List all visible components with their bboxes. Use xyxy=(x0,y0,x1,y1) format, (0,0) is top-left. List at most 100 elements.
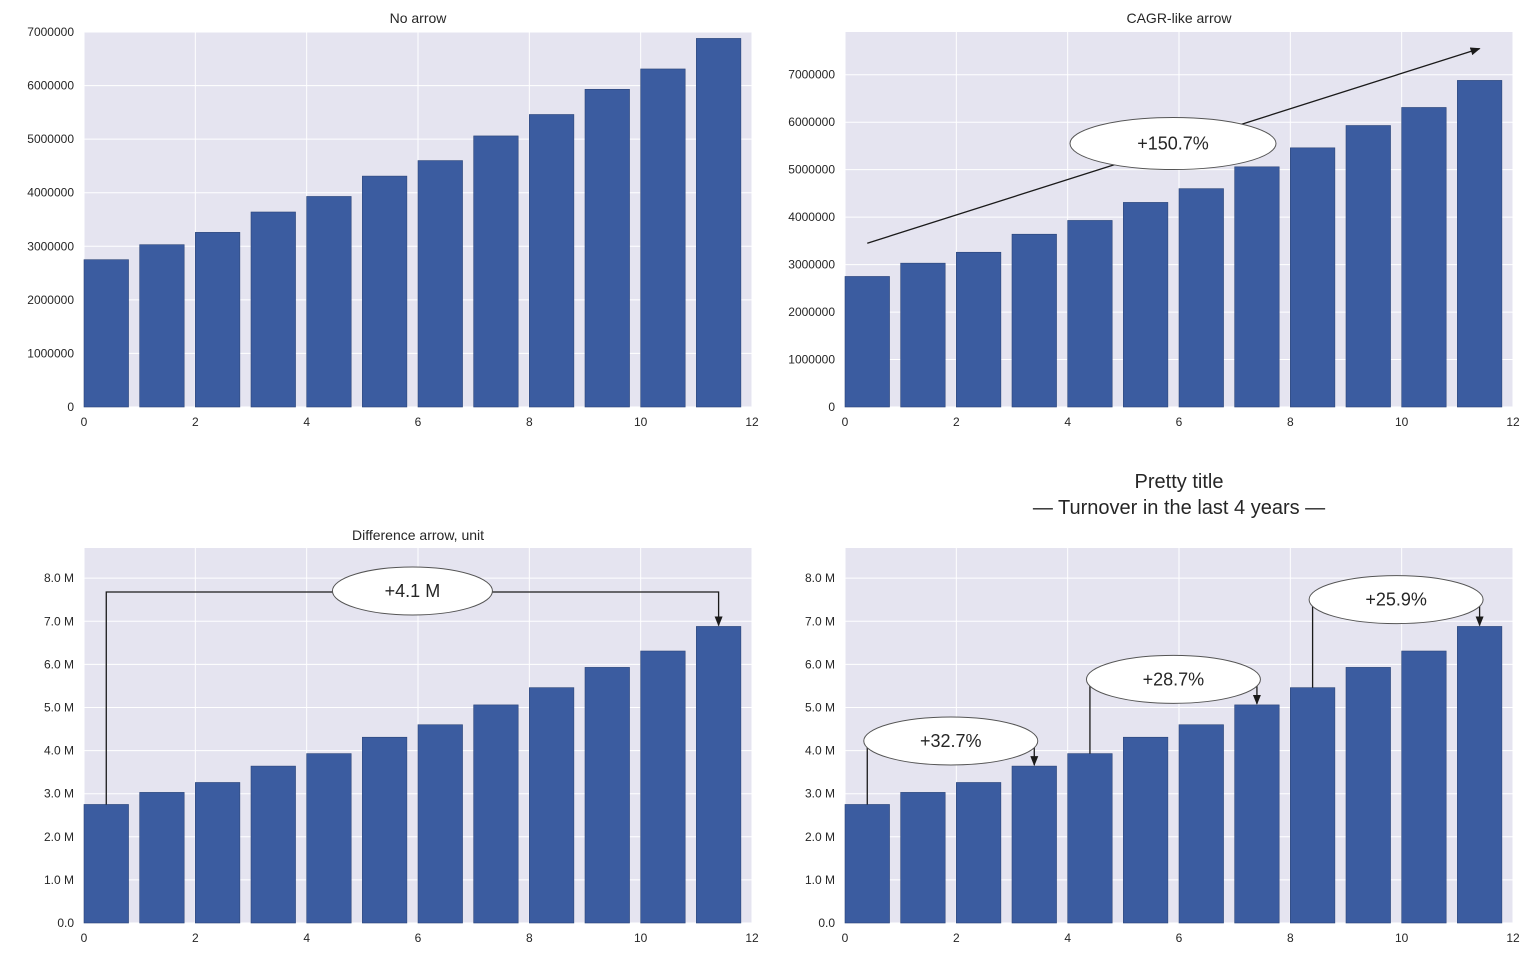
y-tick-label: 0 xyxy=(67,400,74,414)
y-tick-label: 4000000 xyxy=(788,210,835,224)
y-tick-label: 2.0 M xyxy=(805,830,835,844)
bar xyxy=(306,753,352,924)
bar xyxy=(195,232,241,408)
chart-pretty-title: 0 2 4 6 8 10 12 0.0 1.0 M 2.0 M 3.0 M 4.0 M 5.0 M 6.0… xyxy=(805,471,1520,945)
y-tick-label: 0.0 xyxy=(818,916,835,930)
bar xyxy=(1457,626,1503,924)
x-tick-label: 12 xyxy=(745,931,759,945)
x-tick-label: 0 xyxy=(842,415,849,429)
bar xyxy=(1290,147,1336,408)
annotation: +28.7% xyxy=(1085,654,1261,754)
bar xyxy=(1234,166,1280,408)
y-tick-label: 5.0 M xyxy=(44,700,74,714)
bar xyxy=(83,804,129,924)
x-tick-label: 2 xyxy=(192,415,199,429)
y-tick-label: 1.0 M xyxy=(44,873,74,887)
annotation-label: +150.7% xyxy=(1137,134,1209,154)
bar xyxy=(1123,736,1169,924)
bar xyxy=(584,667,630,924)
y-tick-label: 6000000 xyxy=(27,79,74,93)
bar xyxy=(1234,704,1280,924)
y-tick-label: 2000000 xyxy=(788,305,835,319)
bar xyxy=(696,38,742,408)
bar xyxy=(1401,650,1447,924)
x-tick-label: 12 xyxy=(745,415,759,429)
y-tick-label: 7000000 xyxy=(27,25,74,39)
annotation-label: +28.7% xyxy=(1143,669,1205,689)
bar xyxy=(844,276,890,408)
y-tick-label: 3.0 M xyxy=(44,787,74,801)
bar xyxy=(900,262,946,408)
chart-title: — Turnover in the last 4 years — xyxy=(1033,497,1325,519)
x-tick-label: 8 xyxy=(526,931,533,945)
annotation-badge xyxy=(1069,117,1277,171)
bar xyxy=(640,68,686,408)
x-tick-label: 2 xyxy=(953,415,960,429)
bar xyxy=(195,782,241,924)
chart-title: No arrow xyxy=(390,10,448,26)
bar xyxy=(529,687,575,924)
x-tick-label: 8 xyxy=(1287,415,1294,429)
y-tick-label: 5000000 xyxy=(27,132,74,146)
bar xyxy=(529,114,575,408)
y-tick-label: 5000000 xyxy=(788,163,835,177)
y-tick-label: 3000000 xyxy=(27,239,74,253)
y-tick-label: 1000000 xyxy=(788,353,835,367)
y-tick-label: 4000000 xyxy=(27,186,74,200)
bar xyxy=(1457,80,1503,408)
y-tick-label: 4.0 M xyxy=(44,744,74,758)
x-tick-label: 10 xyxy=(1395,415,1409,429)
bar xyxy=(956,782,1002,924)
bar xyxy=(473,704,519,924)
bar xyxy=(1067,220,1113,408)
x-tick-label: 8 xyxy=(526,415,533,429)
y-tick-label: 1000000 xyxy=(27,346,74,360)
bar xyxy=(844,804,890,924)
annotation: +25.9% xyxy=(1308,575,1484,688)
y-tick-label: 1.0 M xyxy=(805,873,835,887)
bar xyxy=(1345,667,1391,924)
x-tick-label: 4 xyxy=(303,931,310,945)
bar xyxy=(250,211,296,408)
y-tick-label: 0 xyxy=(828,400,835,414)
bar xyxy=(139,792,185,924)
bar xyxy=(1178,188,1224,408)
bar xyxy=(362,736,408,924)
bar xyxy=(1345,125,1391,408)
annotation-badge xyxy=(863,716,1039,766)
x-tick-label: 0 xyxy=(81,931,88,945)
chart-difference-arrow-unit: 0 2 4 6 8 10 12 0.0 1.0 M 2.0 M 3.0 M 4.0 M 5.0 M 6.0… xyxy=(44,527,759,945)
x-tick-label: 10 xyxy=(634,931,648,945)
annotation: +32.7% xyxy=(863,716,1039,805)
y-tick-label: 6000000 xyxy=(788,115,835,129)
x-tick-label: 10 xyxy=(1395,931,1409,945)
y-tick-label: 6.0 M xyxy=(805,657,835,671)
x-tick-label: 4 xyxy=(1064,931,1071,945)
bar xyxy=(1123,202,1169,408)
bar xyxy=(1011,765,1057,924)
bar xyxy=(696,626,742,924)
bar xyxy=(362,175,408,408)
annotation-badge xyxy=(1308,575,1484,625)
x-tick-label: 2 xyxy=(953,931,960,945)
x-tick-label: 10 xyxy=(634,415,648,429)
x-tick-label: 0 xyxy=(81,415,88,429)
chart-no-arrow: 0 2 4 6 8 10 12 0 1000000 2000000 3000000 4000000 50… xyxy=(27,10,759,429)
bar xyxy=(1401,107,1447,408)
bar xyxy=(1067,753,1113,924)
x-tick-label: 12 xyxy=(1506,931,1520,945)
bar xyxy=(250,765,296,924)
x-tick-label: 6 xyxy=(415,415,422,429)
x-tick-label: 0 xyxy=(842,931,849,945)
y-tick-label: 2000000 xyxy=(27,293,74,307)
x-tick-label: 6 xyxy=(1176,931,1183,945)
bar xyxy=(584,89,630,408)
chart-title: Pretty title xyxy=(1135,471,1224,493)
annotation-label: +32.7% xyxy=(920,731,982,751)
annotation-badge xyxy=(331,566,493,616)
y-tick-label: 5.0 M xyxy=(805,700,835,714)
bar xyxy=(473,135,519,408)
chart-title: Difference arrow, unit xyxy=(352,527,484,543)
y-tick-label: 0.0 xyxy=(57,916,74,930)
y-tick-label: 3.0 M xyxy=(805,787,835,801)
